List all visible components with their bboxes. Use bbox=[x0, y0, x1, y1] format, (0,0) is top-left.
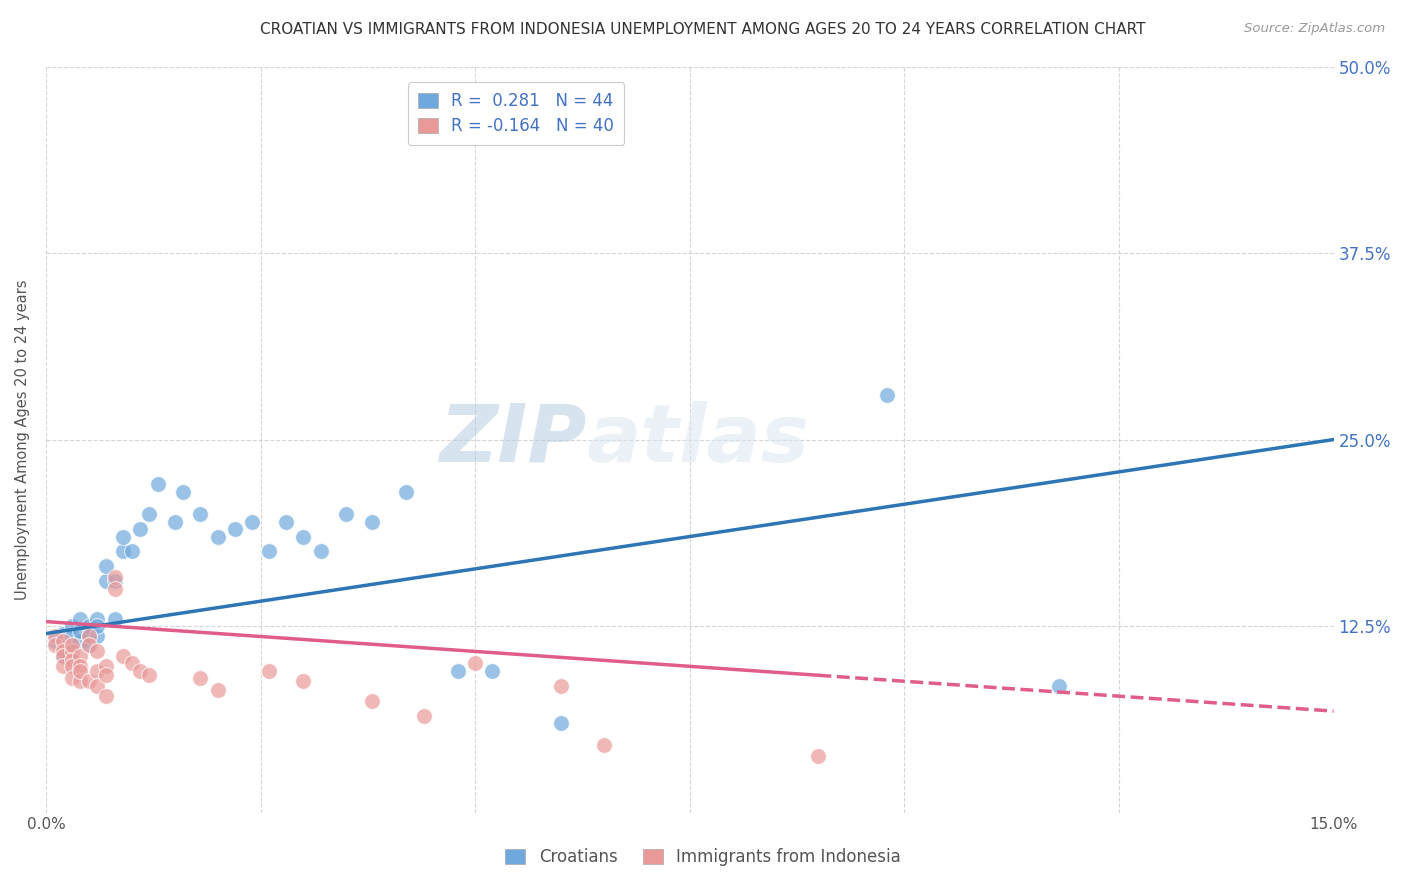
Point bbox=[60, 630, 83, 644]
Y-axis label: Unemployment Among Ages 20 to 24 years: Unemployment Among Ages 20 to 24 years bbox=[15, 279, 30, 599]
Point bbox=[361, 693, 384, 707]
Point bbox=[94, 559, 117, 574]
Point bbox=[447, 664, 470, 678]
Legend: R =  0.281   N = 44, R = -0.164   N = 40: R = 0.281 N = 44, R = -0.164 N = 40 bbox=[408, 82, 624, 145]
Point bbox=[481, 664, 503, 678]
Point bbox=[335, 507, 357, 521]
Point bbox=[1047, 679, 1070, 693]
Point bbox=[121, 657, 143, 671]
Point bbox=[52, 648, 75, 663]
Text: ZIP: ZIP bbox=[439, 401, 586, 479]
Point bbox=[550, 716, 572, 731]
Point bbox=[104, 611, 127, 625]
Point bbox=[112, 530, 135, 544]
Point bbox=[77, 630, 100, 644]
Point bbox=[69, 664, 91, 678]
Point bbox=[876, 388, 898, 402]
Point bbox=[86, 619, 108, 633]
Point bbox=[86, 679, 108, 693]
Point bbox=[129, 522, 152, 536]
Legend: Croatians, Immigrants from Indonesia: Croatians, Immigrants from Indonesia bbox=[499, 842, 907, 873]
Point bbox=[69, 624, 91, 638]
Point bbox=[52, 659, 75, 673]
Point bbox=[52, 644, 75, 658]
Point bbox=[60, 659, 83, 673]
Point bbox=[69, 648, 91, 663]
Point bbox=[207, 683, 229, 698]
Point bbox=[292, 674, 315, 689]
Point bbox=[224, 522, 246, 536]
Point bbox=[52, 648, 75, 663]
Point bbox=[190, 507, 212, 521]
Point bbox=[138, 668, 160, 682]
Point bbox=[276, 515, 298, 529]
Point bbox=[138, 507, 160, 521]
Point bbox=[361, 515, 384, 529]
Point bbox=[395, 484, 418, 499]
Point bbox=[240, 515, 263, 529]
Point bbox=[104, 570, 127, 584]
Point bbox=[593, 739, 616, 753]
Point bbox=[60, 671, 83, 685]
Point bbox=[464, 657, 486, 671]
Point bbox=[163, 515, 186, 529]
Point bbox=[77, 639, 100, 653]
Point bbox=[207, 530, 229, 544]
Point bbox=[86, 630, 108, 644]
Point bbox=[172, 484, 194, 499]
Point bbox=[44, 639, 66, 653]
Point bbox=[309, 544, 332, 558]
Point bbox=[94, 659, 117, 673]
Point bbox=[104, 574, 127, 589]
Point bbox=[69, 659, 91, 673]
Point bbox=[52, 626, 75, 640]
Point bbox=[52, 641, 75, 656]
Point bbox=[94, 668, 117, 682]
Point bbox=[44, 630, 66, 644]
Point bbox=[77, 619, 100, 633]
Point bbox=[69, 674, 91, 689]
Point bbox=[104, 582, 127, 596]
Point bbox=[94, 574, 117, 589]
Point bbox=[69, 634, 91, 648]
Point bbox=[94, 689, 117, 703]
Point bbox=[550, 679, 572, 693]
Point bbox=[77, 630, 100, 644]
Point bbox=[257, 664, 280, 678]
Point bbox=[52, 634, 75, 648]
Point bbox=[86, 644, 108, 658]
Point bbox=[146, 477, 169, 491]
Point bbox=[69, 611, 91, 625]
Point bbox=[77, 639, 100, 653]
Point bbox=[257, 544, 280, 558]
Point bbox=[292, 530, 315, 544]
Point bbox=[60, 619, 83, 633]
Point bbox=[60, 639, 83, 653]
Point bbox=[44, 634, 66, 648]
Point bbox=[86, 664, 108, 678]
Point bbox=[112, 544, 135, 558]
Point bbox=[412, 708, 434, 723]
Point bbox=[60, 644, 83, 658]
Point bbox=[190, 671, 212, 685]
Point bbox=[60, 644, 83, 658]
Point bbox=[60, 653, 83, 667]
Text: CROATIAN VS IMMIGRANTS FROM INDONESIA UNEMPLOYMENT AMONG AGES 20 TO 24 YEARS COR: CROATIAN VS IMMIGRANTS FROM INDONESIA UN… bbox=[260, 22, 1146, 37]
Text: Source: ZipAtlas.com: Source: ZipAtlas.com bbox=[1244, 22, 1385, 36]
Point bbox=[129, 664, 152, 678]
Point bbox=[112, 648, 135, 663]
Point bbox=[77, 674, 100, 689]
Point bbox=[807, 748, 830, 763]
Point bbox=[86, 611, 108, 625]
Text: atlas: atlas bbox=[586, 401, 810, 479]
Point bbox=[121, 544, 143, 558]
